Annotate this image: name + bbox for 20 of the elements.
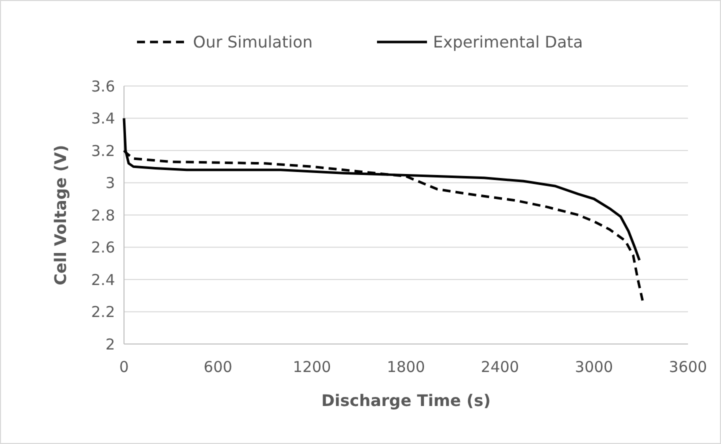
x-tick-label: 3600	[668, 358, 708, 376]
y-tick-label: 2.6	[91, 238, 115, 256]
y-tick-label: 3.2	[91, 142, 115, 160]
x-tick-label: 0	[119, 358, 129, 376]
y-tick-label: 2.8	[91, 206, 115, 224]
legend-label: Experimental Data	[433, 32, 583, 52]
legend-label: Our Simulation	[193, 32, 313, 52]
y-axis-title: Cell Voltage (V)	[51, 144, 70, 286]
x-tick-label: 3000	[574, 358, 614, 376]
y-tick-label: 3	[105, 174, 115, 192]
x-tick-label: 2400	[480, 358, 520, 376]
x-tick-label: 600	[204, 358, 232, 376]
y-tick-label: 2.2	[91, 303, 115, 321]
y-tick-label: 2.4	[91, 270, 115, 289]
y-tick-label: 3.4	[91, 110, 115, 128]
y-tick-label: 2	[105, 335, 115, 354]
x-axis-title: Discharge Time (s)	[321, 391, 491, 410]
x-tick-label: 1800	[386, 358, 426, 376]
y-tick-label: 3.6	[91, 77, 115, 96]
x-tick-label: 1200	[292, 358, 332, 376]
